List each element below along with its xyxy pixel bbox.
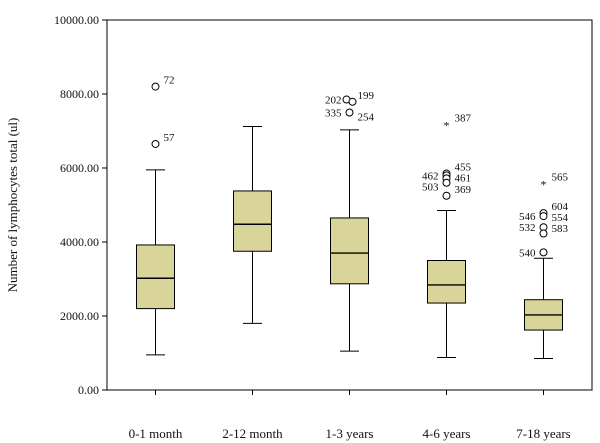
x-category-label: 7-18 years [516, 426, 571, 441]
axes: 0.00 2000.00 4000.00 6000.00 8000.00 10000.00… [54, 13, 593, 441]
box-iqr [136, 244, 175, 310]
y-axis-title: Number of lymphocytes total (ul) [5, 118, 20, 293]
outlier-point [539, 248, 548, 257]
x-category-label: 4-6 years [422, 426, 470, 441]
outlier-label: 455 [455, 162, 472, 174]
outlier-label: 540 [519, 247, 536, 259]
outlier-point [539, 229, 548, 238]
outlier-point [151, 82, 160, 91]
outlier-group: * 565 604 546 554 532 583 540 [519, 172, 569, 260]
outlier-label: 565 [552, 172, 569, 184]
extreme-point: * [541, 178, 547, 192]
boxes [136, 126, 563, 360]
outlier-label: 72 [164, 75, 175, 87]
outlier-point [348, 97, 357, 106]
outlier-point [442, 191, 451, 200]
outlier-point [345, 108, 354, 117]
outlier-point [442, 178, 451, 187]
box-group [330, 129, 369, 352]
outlier-label: 57 [164, 132, 176, 144]
y-tick-label: 6000.00 [60, 161, 99, 175]
outlier-point [151, 139, 160, 148]
x-category-label: 2-12 month [222, 426, 283, 441]
y-tick-label: 8000.00 [60, 87, 99, 101]
outlier-label: 335 [325, 108, 342, 120]
outlier-label: 604 [552, 201, 569, 213]
outlier-label: 199 [358, 90, 375, 102]
outlier-point [539, 212, 548, 221]
outlier-label: 583 [552, 223, 569, 235]
box-iqr [427, 260, 466, 304]
outlier-label: 503 [422, 181, 439, 193]
outlier-label: 387 [455, 112, 472, 124]
outlier-label: 554 [552, 212, 569, 224]
extreme-point: * [444, 118, 450, 132]
outlier-label: 254 [358, 112, 375, 124]
box-group [233, 126, 272, 324]
y-tick-label: 4000.00 [60, 235, 99, 249]
outlier-label: 369 [455, 184, 472, 196]
box-iqr [330, 217, 369, 285]
outlier-group: * 387 455 462 461 503 369 [422, 112, 472, 200]
outlier-label: 202 [325, 95, 342, 107]
outlier-label: 462 [422, 170, 439, 182]
y-tick-label: 2000.00 [60, 309, 99, 323]
outlier-label: 461 [455, 173, 472, 185]
box-group [427, 210, 466, 358]
y-tick-label: 10000.00 [54, 13, 99, 27]
outlier-group: 202 199 335 254 [325, 90, 375, 124]
x-category-label: 1-3 years [325, 426, 373, 441]
outliers: 72 57 202 199 335 254 * 387 455 462 461 503 369 * 565 6… [151, 75, 569, 260]
x-category-label: 0-1 month [129, 426, 183, 441]
box-iqr [233, 190, 272, 252]
outlier-label: 546 [519, 211, 536, 223]
outlier-label: 532 [519, 222, 536, 234]
box-group [524, 257, 563, 360]
outlier-group: 72 57 [151, 75, 176, 148]
box-group [136, 169, 175, 356]
y-tick-label: 0.00 [78, 383, 99, 397]
